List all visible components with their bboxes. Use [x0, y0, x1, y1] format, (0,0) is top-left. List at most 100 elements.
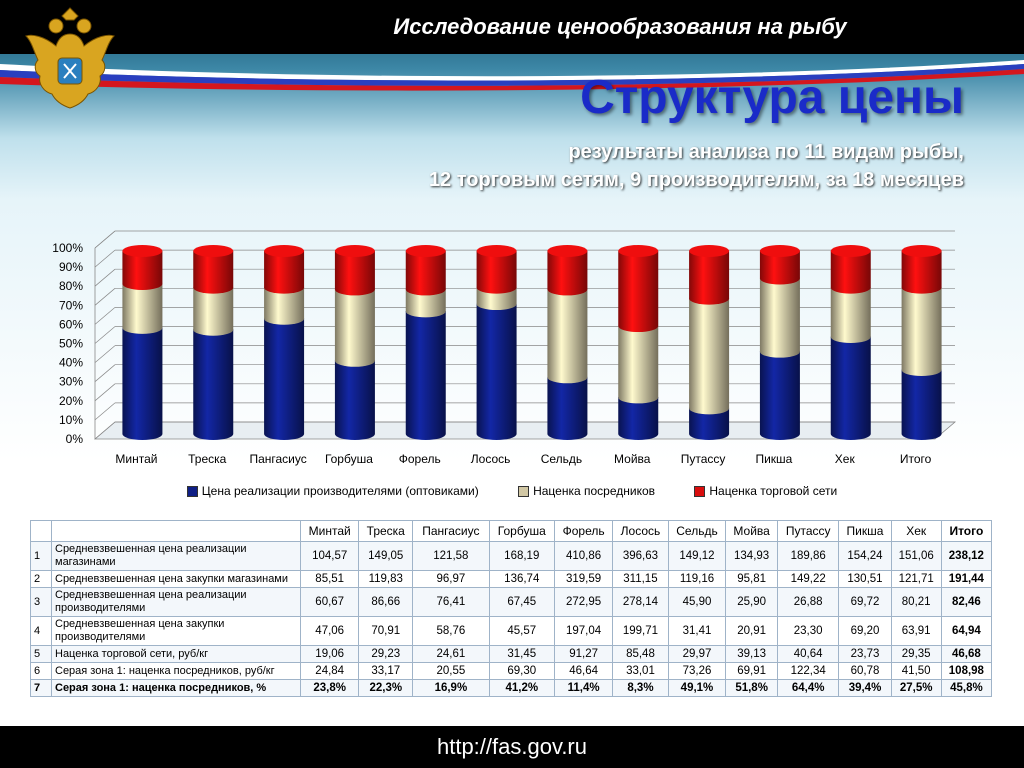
x-category-label: Форель	[399, 452, 441, 466]
bar-segment	[476, 304, 517, 440]
table-cell: 31,41	[667, 616, 727, 646]
footer-url[interactable]: http://fas.gov.ru	[436, 734, 587, 759]
table-cell: 11,4%	[553, 679, 614, 697]
y-tick-label: 90%	[59, 260, 83, 274]
table-cell: 104,57	[299, 541, 360, 571]
table-row-label: Наценка торговой сети, руб/кг	[51, 645, 301, 663]
table-cell: 67,45	[488, 587, 555, 617]
bar-segment	[193, 287, 234, 336]
table-cell: 64,4%	[776, 679, 840, 697]
subtitle-line-2: 12 торговым сетям, 9 производителям, за …	[428, 169, 964, 191]
table-cell: 22,3%	[358, 679, 414, 697]
bar-segment	[334, 251, 375, 296]
table-cell: 69,20	[838, 616, 892, 646]
table-cell: 91,27	[553, 645, 614, 663]
bar-segment	[547, 251, 588, 296]
x-category-label: Хек	[835, 452, 856, 466]
table-cell: 130,51	[838, 570, 892, 588]
table-cell: 69,30	[488, 662, 555, 680]
bar-segment	[759, 351, 800, 440]
table-row-label: Средневзвешенная цена закупки производит…	[51, 616, 301, 646]
bar-segment	[476, 251, 517, 294]
table-cell: 60,67	[299, 587, 360, 617]
table-cell: 189,86	[776, 541, 840, 571]
bar-segment-top	[901, 245, 942, 257]
bar-segment	[264, 318, 305, 440]
bar-segment	[759, 251, 800, 285]
table-row-index: 6	[30, 662, 52, 680]
table-row: 5 Наценка торговой сети, руб/кг 19,06 29,23…	[30, 645, 993, 663]
gridline-diagonal	[94, 268, 116, 287]
y-tick-label: 50%	[59, 337, 83, 351]
table-row: 2 Средневзвешенная цена закупки магазинам…	[30, 570, 993, 588]
table-row-label: Серая зона 1: наценка посредников, руб/к…	[51, 662, 301, 680]
table-cell: 23,73	[838, 645, 892, 663]
table-cell: 20,55	[412, 662, 490, 680]
bar-segment-top	[122, 245, 163, 257]
table-cell: 121,71	[890, 570, 942, 588]
table-cell: 33,01	[612, 662, 669, 680]
table-header-cell: Горбуша	[488, 520, 555, 542]
table-cell: 63,91	[890, 616, 942, 646]
table-cell: 197,04	[553, 616, 614, 646]
table-cell: 20,91	[725, 616, 778, 646]
footer-bar	[0, 726, 1024, 768]
gridline-diagonal	[94, 307, 116, 325]
y-tick-label: 40%	[59, 356, 83, 370]
table-cell: 29,23	[358, 645, 414, 663]
table-cell: 41,2%	[488, 679, 555, 697]
table-header-cell: Итого	[940, 520, 993, 542]
table-cell: 19,06	[299, 645, 360, 663]
table-cell: 23,30	[776, 616, 840, 646]
table-cell: 29,35	[890, 645, 942, 663]
table-header-row: Минтай Треска Пангасиус Горбуша Форель Лосось…	[30, 520, 993, 542]
table-row: 3 Средневзвешенная цена реализации произв…	[30, 587, 993, 617]
table-cell: 168,19	[488, 541, 555, 571]
y-tick-label: 70%	[59, 298, 83, 312]
legend-swatch-producer-price	[186, 486, 198, 498]
table-cell: 396,63	[612, 541, 669, 571]
x-category-label: Пикша	[755, 452, 792, 466]
table-cell: 119,83	[358, 570, 414, 588]
top-bar	[0, 0, 1024, 54]
bar-segment	[193, 329, 234, 440]
table-cell: 272,95	[553, 587, 614, 617]
chart-legend: Цена реализации производителями (оптовик…	[0, 484, 1024, 498]
bar-segment-top	[759, 245, 800, 257]
bar-segment	[901, 287, 942, 376]
table-cell: 86,66	[358, 587, 414, 617]
bar-segment	[830, 337, 871, 440]
table-row-index: 3	[30, 587, 52, 617]
table-cell: 45,57	[488, 616, 555, 646]
bar-segment	[547, 289, 588, 384]
table-header-empty	[30, 520, 52, 542]
table-header-cell: Путассу	[776, 520, 840, 542]
table-cell: 410,86	[553, 541, 614, 571]
bar-segment-top	[830, 245, 871, 257]
bar-segment	[476, 287, 517, 311]
x-category-label: Треска	[188, 452, 227, 466]
table-cell: 154,24	[838, 541, 892, 571]
table-cell: 76,41	[412, 587, 490, 617]
bar-segment	[405, 289, 446, 318]
table-cell: 70,91	[358, 616, 414, 646]
table-cell: 26,88	[776, 587, 840, 617]
bar-segment	[689, 251, 730, 305]
subtitle-line-1: результаты анализа по 11 видам рыбы,	[568, 141, 964, 163]
page-header-title: Исследование ценообразования на рыбу	[393, 14, 847, 39]
bar-segment-top	[334, 245, 375, 257]
bar-segment-top	[547, 245, 588, 257]
table-header-cell: Лосось	[612, 520, 669, 542]
table-header-cell: Треска	[358, 520, 414, 542]
table-cell: 51,8%	[725, 679, 778, 697]
legend-item-intermediary-markup: Наценка посредников	[518, 484, 655, 498]
table-cell: 47,06	[299, 616, 360, 646]
table-row-index: 5	[30, 645, 52, 663]
table-row-label: Средневзвешенная цена реализации произво…	[51, 587, 301, 617]
gridline-diagonal	[94, 421, 116, 440]
gridline-diagonal	[94, 230, 116, 249]
table-header-cell: Форель	[553, 520, 614, 542]
bar-segment-top	[476, 245, 517, 257]
table-cell: 64,94	[940, 616, 993, 646]
x-category-label: Мойва	[614, 452, 651, 466]
